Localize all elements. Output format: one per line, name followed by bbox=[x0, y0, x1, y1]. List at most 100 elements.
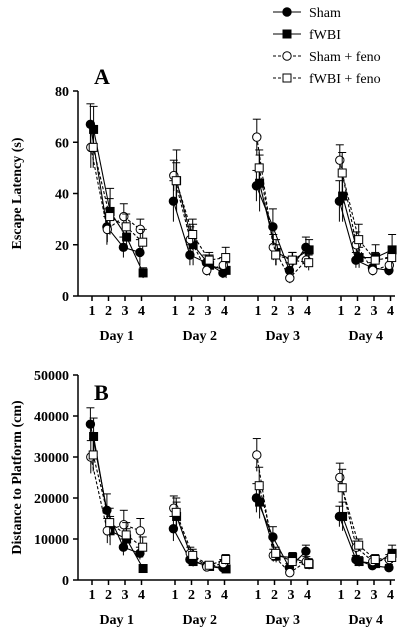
data-point-fwbi-feno bbox=[370, 255, 380, 265]
x-tick-label: 4 bbox=[221, 588, 228, 603]
series-line-sham-feno bbox=[90, 147, 141, 231]
x-tick-label: 1 bbox=[338, 304, 345, 319]
group-label-day-2: Day 2 bbox=[182, 613, 217, 628]
group-label-day-3: Day 3 bbox=[265, 329, 300, 344]
series-line-sham bbox=[255, 497, 307, 569]
data-point-fwbi-feno bbox=[304, 559, 314, 569]
series-line-sham-feno bbox=[339, 477, 390, 563]
group-label-day-1: Day 1 bbox=[99, 329, 134, 344]
data-point-sham-feno bbox=[285, 567, 295, 578]
series-line-fwbi bbox=[93, 129, 144, 274]
data-point-fwbi-feno bbox=[254, 163, 264, 173]
series-line-fwbi bbox=[259, 183, 310, 261]
data-point-fwbi-feno bbox=[287, 255, 297, 265]
x-tick-label: 1 bbox=[172, 588, 179, 603]
data-point-fwbi-feno bbox=[271, 548, 281, 558]
x-tick-label: 2 bbox=[271, 304, 278, 319]
data-point-fwbi-feno bbox=[221, 555, 231, 564]
data-point-sham-feno bbox=[384, 260, 394, 270]
data-point-fwbi-feno bbox=[121, 530, 131, 540]
x-tick-label: 2 bbox=[271, 588, 278, 603]
series-line-sham-feno bbox=[256, 137, 307, 280]
series-line-fwbi bbox=[342, 195, 393, 259]
data-point-sham bbox=[85, 419, 96, 429]
group-label-day-1: Day 1 bbox=[99, 613, 134, 628]
series-line-sham-feno bbox=[173, 508, 224, 568]
x-tick-label: 1 bbox=[255, 304, 262, 319]
series-line-fwbi-feno bbox=[175, 180, 226, 261]
series-line-fwbi bbox=[93, 436, 144, 569]
x-tick-label: 2 bbox=[105, 304, 112, 319]
series-line-fwbi-feno bbox=[341, 172, 392, 261]
panel-b: B Distance to Platform (cm) 0 10000 20000 300… bbox=[10, 369, 397, 628]
data-point-sham-feno bbox=[252, 132, 262, 142]
panel-letter: A bbox=[94, 64, 110, 89]
data-point-sham bbox=[384, 563, 394, 573]
series-line-fwbi-feno bbox=[258, 167, 309, 264]
legend-marker-sham-feno bbox=[282, 51, 292, 61]
legend-label-fwbi-feno: fWBI + feno bbox=[309, 72, 381, 87]
data-point-fwbi bbox=[304, 245, 314, 255]
x-tick-label: 4 bbox=[387, 304, 394, 319]
data-point-sham bbox=[168, 524, 179, 534]
data-point-fwbi-feno bbox=[354, 540, 364, 550]
data-point-sham-feno bbox=[102, 526, 113, 536]
data-point-fwbi-feno bbox=[287, 557, 297, 567]
legend-marker-sham bbox=[282, 7, 292, 17]
data-point-fwbi-feno bbox=[121, 222, 131, 232]
x-tick-label: 4 bbox=[138, 304, 145, 319]
y-tick-label: 30000 bbox=[34, 451, 69, 466]
x-tick-label: 3 bbox=[205, 588, 212, 603]
x-tick-label: 2 bbox=[188, 588, 195, 603]
x-tick-label: 3 bbox=[288, 588, 295, 603]
y-tick-label: 40000 bbox=[34, 410, 69, 425]
x-tick-label: 1 bbox=[89, 304, 96, 319]
series-line-sham bbox=[172, 528, 223, 569]
y-tick-label: 50000 bbox=[34, 369, 69, 384]
data-point-sham-feno bbox=[335, 155, 345, 165]
y-tick-label: 0 bbox=[62, 574, 69, 589]
panel-letter: B bbox=[94, 380, 109, 405]
data-point-fwbi-feno bbox=[304, 258, 314, 268]
group-label-day-4: Day 4 bbox=[348, 329, 383, 344]
data-point-sham-feno bbox=[218, 260, 229, 270]
x-tick-label: 2 bbox=[105, 588, 112, 603]
x-tick-label: 1 bbox=[89, 588, 96, 603]
data-point-fwbi-feno bbox=[204, 255, 214, 265]
y-tick-label: 80 bbox=[55, 85, 69, 100]
x-tick-label: 4 bbox=[304, 304, 311, 319]
data-point-fwbi bbox=[354, 557, 364, 567]
data-point-fwbi-feno bbox=[337, 168, 347, 178]
data-point-fwbi-feno bbox=[105, 518, 115, 528]
series-line-sham bbox=[338, 201, 389, 271]
x-tick-label: 3 bbox=[371, 588, 378, 603]
data-point-sham-feno bbox=[368, 265, 378, 276]
x-tick-label: 1 bbox=[338, 588, 345, 603]
data-point-fwbi-feno bbox=[188, 230, 198, 239]
data-point-sham-feno bbox=[252, 450, 262, 460]
data-point-fwbi-feno bbox=[171, 507, 181, 517]
y-tick-label: 20000 bbox=[34, 492, 69, 507]
y-tick-label: 60 bbox=[55, 136, 69, 151]
x-tick-label: 4 bbox=[221, 304, 228, 319]
x-tick-label: 2 bbox=[354, 304, 361, 319]
series-line-fwbi-feno bbox=[92, 454, 144, 548]
x-tick-label: 4 bbox=[138, 588, 145, 603]
data-point-sham-feno bbox=[135, 526, 146, 536]
data-point-fwbi-feno bbox=[387, 552, 397, 562]
data-point-sham-feno bbox=[285, 273, 295, 283]
y-tick-label: 10000 bbox=[34, 533, 69, 548]
data-point-fwbi-feno bbox=[254, 481, 264, 491]
data-point-fwbi-feno bbox=[88, 142, 98, 152]
data-point-sham-feno bbox=[102, 224, 113, 235]
x-tick-label: 1 bbox=[255, 588, 262, 603]
y-axis-label: Escape Latency (s) bbox=[10, 137, 25, 249]
data-point-fwbi bbox=[338, 511, 348, 521]
group-label-day-3: Day 3 bbox=[265, 613, 300, 628]
series-line-sham bbox=[255, 185, 307, 272]
series-line-sham bbox=[89, 124, 141, 253]
data-point-fwbi-feno bbox=[354, 235, 364, 245]
data-point-fwbi-feno bbox=[88, 450, 98, 460]
